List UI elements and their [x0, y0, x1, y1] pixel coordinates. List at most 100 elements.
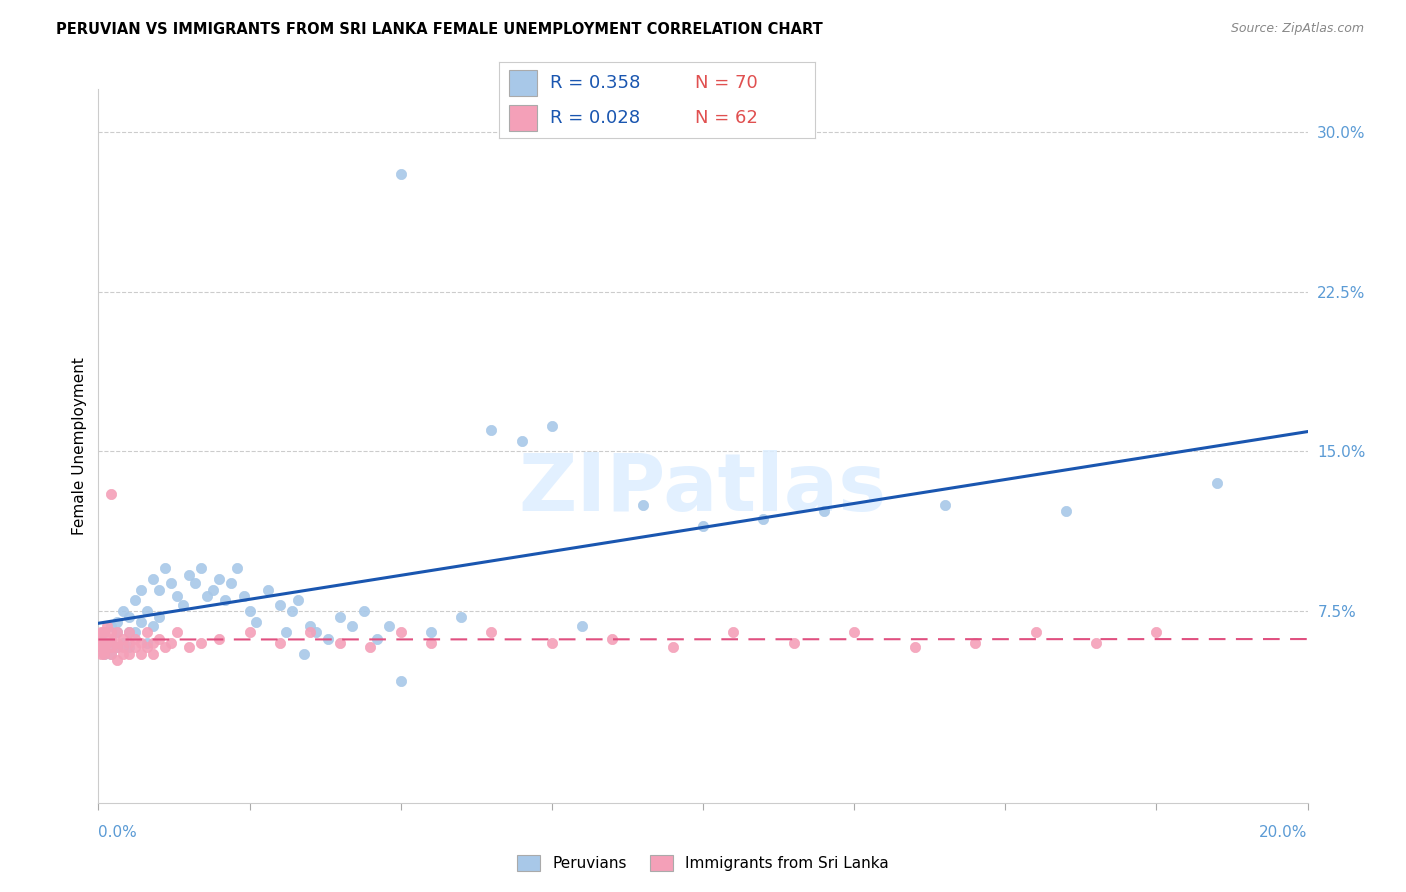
Point: [105, 653, 128, 667]
Point: [274, 625, 297, 640]
Point: [662, 640, 685, 655]
FancyBboxPatch shape: [509, 70, 537, 95]
Point: [96, 619, 118, 633]
Point: [142, 636, 165, 650]
Point: [118, 610, 141, 624]
Point: [118, 640, 141, 655]
Point: [602, 632, 624, 646]
Point: [153, 640, 176, 655]
Point: [93, 640, 115, 655]
Point: [202, 582, 225, 597]
Point: [292, 647, 315, 661]
Point: [118, 625, 141, 640]
Point: [124, 625, 146, 640]
Point: [389, 625, 412, 640]
Point: [90, 625, 112, 640]
Point: [100, 619, 122, 633]
Point: [124, 632, 146, 646]
Point: [111, 604, 134, 618]
Text: 20.0%: 20.0%: [1260, 825, 1308, 840]
Point: [226, 561, 249, 575]
Point: [129, 582, 152, 597]
Point: [299, 625, 322, 640]
Point: [111, 636, 134, 650]
Point: [135, 604, 157, 618]
Point: [105, 615, 128, 629]
Point: [1024, 625, 1046, 640]
Point: [353, 604, 375, 618]
Point: [142, 647, 165, 661]
Point: [124, 640, 146, 655]
Point: [184, 576, 207, 591]
Point: [93, 636, 115, 650]
Point: [389, 168, 412, 182]
Legend: Peruvians, Immigrants from Sri Lanka: Peruvians, Immigrants from Sri Lanka: [512, 849, 894, 877]
Point: [1085, 636, 1108, 650]
Point: [269, 636, 291, 650]
Point: [124, 593, 146, 607]
Point: [135, 640, 157, 655]
Point: [89, 636, 111, 650]
Point: [93, 647, 115, 661]
Point: [752, 512, 775, 526]
Point: [232, 589, 254, 603]
Point: [129, 636, 152, 650]
Point: [287, 593, 309, 607]
Point: [166, 625, 188, 640]
Text: N = 62: N = 62: [695, 109, 758, 127]
Point: [420, 625, 443, 640]
Point: [160, 636, 183, 650]
Point: [190, 636, 212, 650]
Point: [148, 632, 170, 646]
Point: [129, 615, 152, 629]
Point: [965, 636, 987, 650]
Point: [105, 625, 128, 640]
Point: [100, 636, 122, 650]
Point: [91, 636, 114, 650]
Point: [934, 498, 956, 512]
Point: [93, 625, 115, 640]
Point: [105, 625, 128, 640]
Point: [91, 640, 114, 655]
FancyBboxPatch shape: [509, 105, 537, 130]
Point: [481, 423, 503, 437]
Point: [510, 434, 533, 448]
Point: [96, 636, 118, 650]
Point: [195, 589, 218, 603]
Y-axis label: Female Unemployment: Female Unemployment: [72, 357, 87, 535]
Point: [190, 561, 212, 575]
Point: [245, 615, 267, 629]
Point: [160, 576, 183, 591]
Point: [256, 582, 278, 597]
Point: [118, 647, 141, 661]
Point: [93, 640, 115, 655]
Point: [316, 632, 339, 646]
Point: [93, 625, 115, 640]
Point: [239, 604, 262, 618]
Point: [723, 625, 745, 640]
Point: [904, 640, 927, 655]
Text: Source: ZipAtlas.com: Source: ZipAtlas.com: [1230, 22, 1364, 36]
Point: [129, 647, 152, 661]
Point: [221, 576, 243, 591]
Point: [450, 610, 472, 624]
Point: [105, 636, 128, 650]
Point: [329, 610, 352, 624]
Text: R = 0.358: R = 0.358: [550, 74, 640, 92]
Point: [118, 625, 141, 640]
Point: [1054, 504, 1077, 518]
Point: [100, 647, 122, 661]
Point: [1144, 625, 1167, 640]
Point: [90, 647, 112, 661]
Point: [100, 640, 122, 655]
Point: [135, 625, 157, 640]
Point: [377, 619, 399, 633]
Point: [342, 619, 364, 633]
Point: [172, 598, 194, 612]
Point: [148, 582, 170, 597]
Point: [631, 498, 654, 512]
Text: ZIPatlas: ZIPatlas: [519, 450, 887, 528]
Point: [540, 636, 562, 650]
Text: PERUVIAN VS IMMIGRANTS FROM SRI LANKA FEMALE UNEMPLOYMENT CORRELATION CHART: PERUVIAN VS IMMIGRANTS FROM SRI LANKA FE…: [56, 22, 823, 37]
Point: [166, 589, 188, 603]
